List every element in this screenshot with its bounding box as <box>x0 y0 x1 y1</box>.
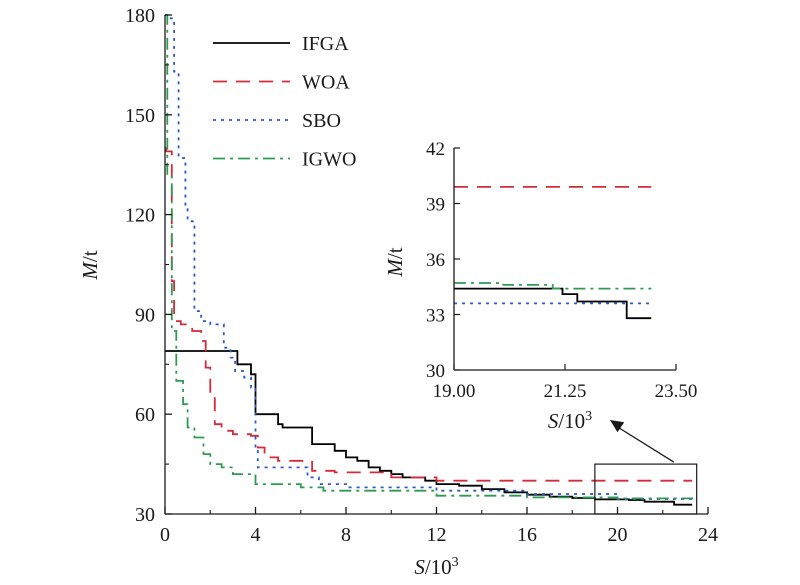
y-tick-label: 30 <box>135 504 155 526</box>
inset-y-tick-label: 30 <box>426 361 445 382</box>
inset-x-tick-label: 19.00 <box>433 381 476 402</box>
inset-series-igwo <box>454 282 652 290</box>
x-tick-label: 4 <box>251 524 261 546</box>
legend: IFGA WOA SBO IGWO <box>213 33 356 171</box>
x-tick-label: 16 <box>517 524 537 546</box>
legend-label-sbo: SBO <box>302 110 341 132</box>
series-line-woa <box>165 147 693 482</box>
x-axis-label: S/103 <box>414 555 458 579</box>
x-tick-label: 0 <box>160 524 170 546</box>
y-tick-label: 150 <box>125 105 155 127</box>
y-axis-label: M/t <box>78 250 102 280</box>
legend-label-ifga: IFGA <box>302 33 349 55</box>
legend-label-woa: WOA <box>302 72 350 94</box>
inset-series-ifga <box>454 287 652 320</box>
inset-y-tick-label: 33 <box>426 306 445 327</box>
inset-plot: 19.00 21.25 23.50 30 33 36 39 42 S/103 M/t <box>383 139 698 463</box>
zoom-arrow-line <box>615 425 675 463</box>
zoom-box <box>594 463 698 515</box>
x-tick-label: 24 <box>698 524 718 546</box>
y-tick-label: 90 <box>135 304 155 326</box>
y-tick-label: 120 <box>125 205 155 227</box>
x-tick-label: 8 <box>341 524 351 546</box>
inset-x-tick-label: 21.25 <box>544 381 587 402</box>
series-line-igwo <box>165 14 694 500</box>
x-tick-label: 20 <box>608 524 628 546</box>
main-plot: 0 4 8 12 16 20 24 30 60 90 120 150 180 S/103 M/t <box>78 5 718 579</box>
inset-x-tick-label: 23.50 <box>655 381 698 402</box>
inset-y-tick-label: 42 <box>426 139 445 160</box>
y-tick-label: 180 <box>125 5 155 27</box>
zoom-arrow-head <box>610 420 625 433</box>
inset-y-tick-label: 39 <box>426 195 445 216</box>
legend-label-igwo: IGWO <box>302 149 356 171</box>
x-tick-label: 12 <box>427 524 447 546</box>
y-tick-label: 60 <box>135 404 155 426</box>
inset-y-axis-label: M/t <box>383 247 407 277</box>
inset-y-tick-label: 36 <box>426 250 445 271</box>
inset-x-axis-label: S/103 <box>548 409 592 433</box>
